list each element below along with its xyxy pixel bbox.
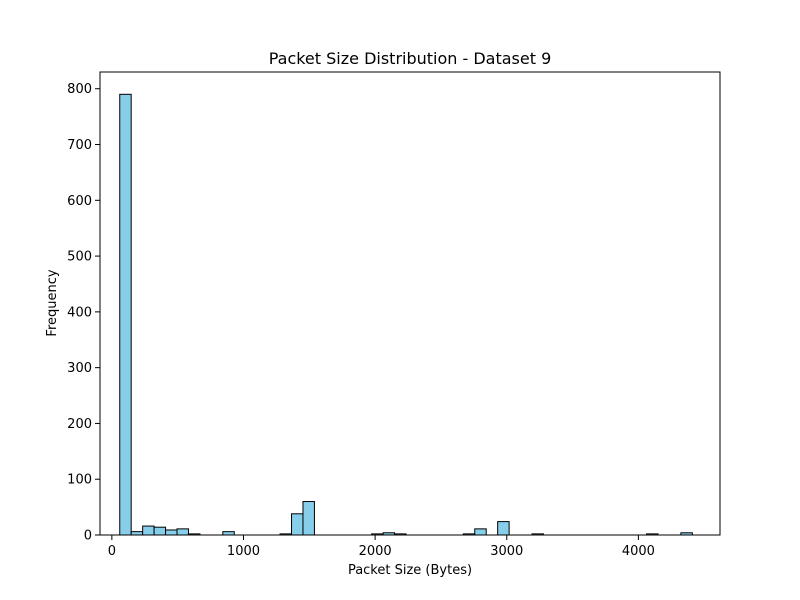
y-tick-label-7: 700: [67, 138, 92, 153]
y-axis-label: Frequency: [45, 269, 60, 336]
histogram-bar-7: [222, 531, 235, 536]
histogram-bar-16: [497, 521, 510, 536]
y-tick-label-2: 200: [67, 417, 92, 432]
x-axis-label: Packet Size (Bytes): [348, 563, 472, 578]
histogram-bar-1: [130, 531, 144, 536]
x-axis-ticks: 0 1000 2000 3000 4000: [108, 535, 655, 559]
histogram-bar-3: [153, 526, 167, 536]
plot-frame: [99, 71, 721, 536]
histogram-bar-10: [302, 501, 315, 536]
x-tick-label-1: 1000: [227, 544, 260, 559]
y-tick-label-1: 100: [67, 473, 92, 488]
y-tick-label-8: 800: [67, 82, 92, 97]
histogram-bar-4: [165, 529, 178, 536]
x-tick-label-2: 2000: [359, 544, 392, 559]
x-tick-label-0: 0: [108, 544, 116, 559]
x-tick-label-3: 3000: [490, 544, 523, 559]
y-tick-label-0: 0: [84, 529, 92, 544]
chart-title: Packet Size Distribution - Dataset 9: [269, 49, 552, 68]
histogram-bar-0: [119, 93, 132, 536]
histogram-bar-15: [474, 528, 487, 536]
y-tick-label-4: 400: [67, 305, 92, 320]
y-tick-label-5: 500: [67, 250, 92, 265]
y-axis-ticks: 0 100 200 300 400 500 600 700 800: [67, 82, 100, 544]
y-tick-label-6: 600: [67, 194, 92, 209]
histogram-bar-9: [291, 513, 304, 536]
histogram-bar-5: [176, 528, 189, 536]
histogram-bar-2: [142, 525, 155, 536]
bars-group: [119, 93, 693, 536]
y-tick-label-3: 300: [67, 361, 92, 376]
x-tick-label-4: 4000: [622, 544, 655, 559]
